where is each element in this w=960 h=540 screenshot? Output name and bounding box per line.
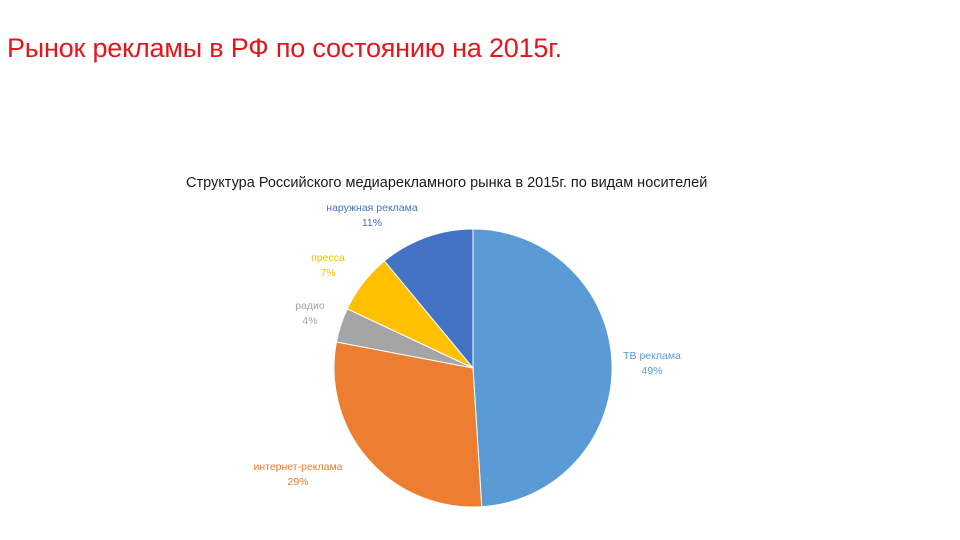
pie-slice: [472, 228, 613, 508]
slice-label: наружная реклама 11%: [326, 202, 418, 229]
pie-slice: [333, 341, 483, 508]
slice-label: интернет-реклама 29%: [253, 461, 342, 488]
slice-label: радио 4%: [295, 300, 325, 327]
slice-label: пресса 7%: [311, 252, 345, 279]
pie-slice: [383, 228, 474, 370]
chart-title: Структура Российского медиарекламного ры…: [186, 175, 708, 191]
slide-title: Рынок рекламы в РФ по состоянию на 2015г…: [7, 33, 562, 63]
slice-label: ТВ реклама 49%: [623, 350, 681, 377]
